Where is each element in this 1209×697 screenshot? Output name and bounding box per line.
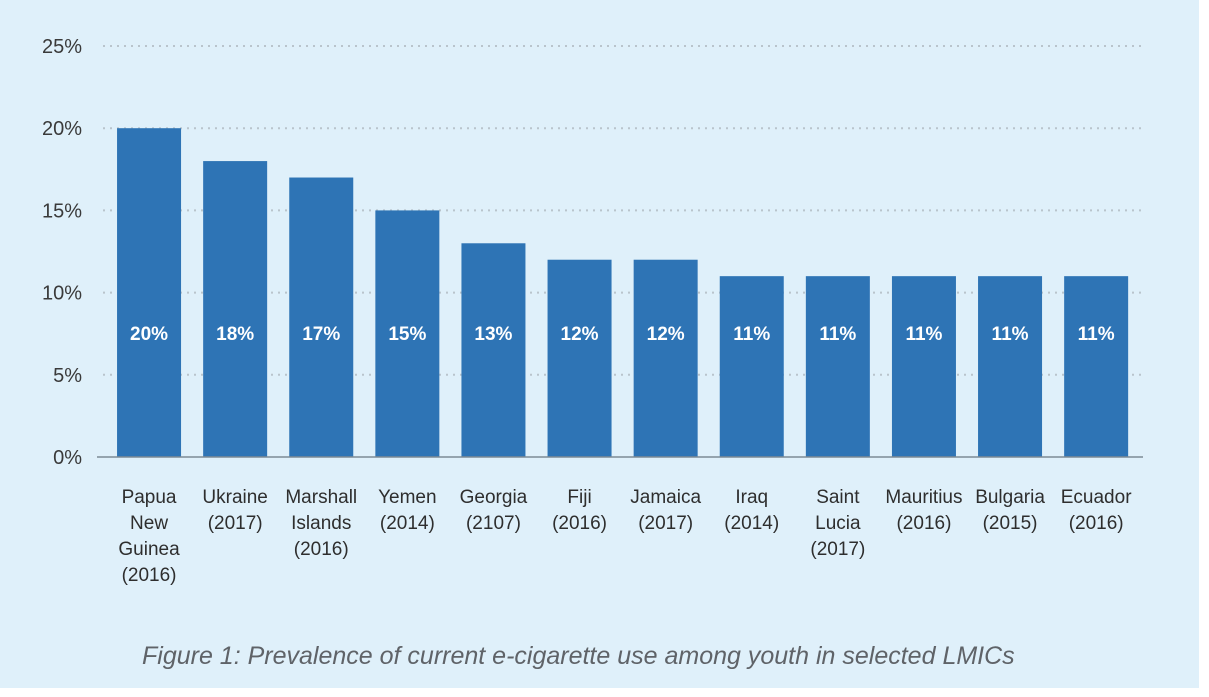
- bar-data-label: 13%: [474, 324, 512, 345]
- bar: [633, 259, 698, 457]
- bar: [1064, 276, 1129, 457]
- y-tick-label: 25%: [42, 36, 82, 58]
- bar-data-label: 11%: [733, 324, 770, 345]
- x-tick-label: Ukraine (2017): [202, 487, 267, 534]
- bar: [461, 243, 526, 457]
- x-tick-label: Iraq (2014): [724, 487, 779, 534]
- bar: [375, 210, 440, 457]
- bar-data-label: 11%: [819, 324, 856, 345]
- bar-data-label: 18%: [216, 324, 254, 345]
- y-tick-label: 10%: [42, 283, 82, 305]
- bar: [978, 276, 1043, 457]
- bar: [117, 128, 182, 457]
- y-tick-label: 15%: [42, 200, 82, 222]
- x-tick-label: Jamaica (2017): [630, 487, 701, 534]
- bar-data-label: 15%: [388, 324, 426, 345]
- bar-chart: 0% 5% 10% 15% 20% 25% 20% 18% 17% 15% 13% 12% 12% 11%…: [42, 36, 1143, 586]
- x-tick-label: Mauritius (2016): [885, 487, 962, 534]
- y-tick-label: 5%: [53, 365, 82, 387]
- bar-data-label: 12%: [561, 324, 599, 345]
- bar: [891, 276, 956, 457]
- bar: [719, 276, 784, 457]
- bar: [547, 259, 612, 457]
- x-tick-label: Bulgaria (2015): [975, 487, 1045, 534]
- bar: [289, 177, 354, 457]
- y-tick-label: 20%: [42, 118, 82, 140]
- bar-data-label: 17%: [302, 324, 340, 345]
- y-tick-label: 0%: [53, 447, 82, 469]
- bar-data-label: 11%: [1078, 324, 1115, 345]
- x-tick-label: Saint Lucia (2017): [810, 487, 865, 560]
- bar-data-label: 11%: [992, 324, 1029, 345]
- x-tick-label: Georgia (2107): [460, 487, 528, 534]
- bar: [805, 276, 870, 457]
- figure-panel: 0% 5% 10% 15% 20% 25% 20% 18% 17% 15% 13% 12% 12% 11%…: [0, 0, 1199, 688]
- x-tick-label: Ecuador (2016): [1061, 487, 1132, 534]
- bar-data-label: 20%: [130, 324, 168, 345]
- x-tick-label: Fiji (2016): [552, 487, 607, 534]
- bar-data-label: 12%: [647, 324, 685, 345]
- figure-caption: Figure 1: Prevalence of current e-cigare…: [142, 642, 1015, 670]
- x-tick-label: Marshall Islands (2016): [285, 487, 357, 560]
- bar: [203, 161, 268, 457]
- x-tick-label: Yemen (2014): [378, 487, 436, 534]
- x-tick-label: Papua New Guinea (2016): [118, 487, 180, 586]
- bar-data-label: 11%: [905, 324, 942, 345]
